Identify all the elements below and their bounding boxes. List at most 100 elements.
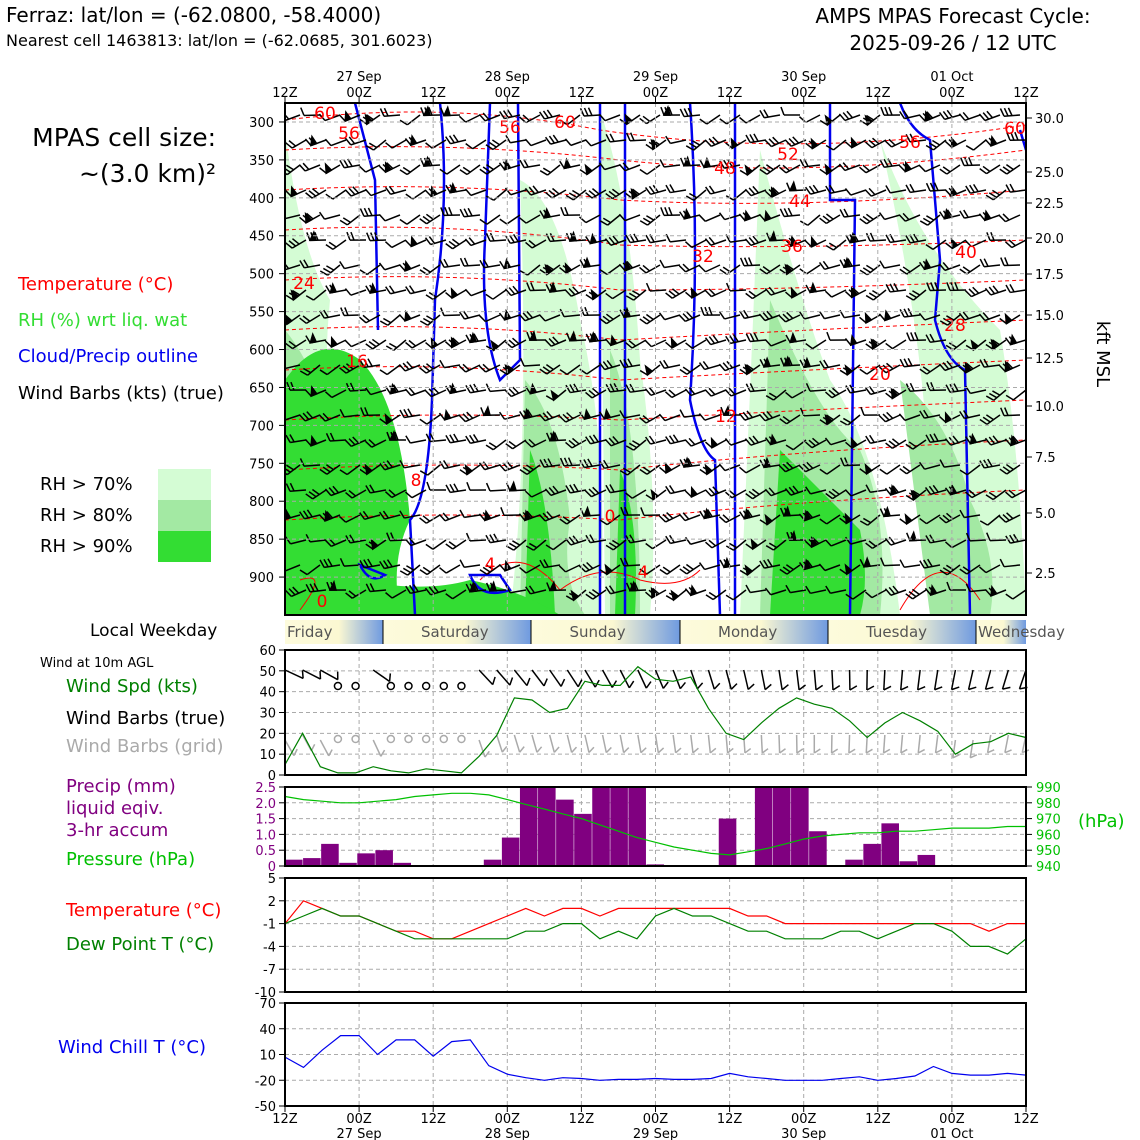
wind-barb xyxy=(779,355,801,367)
pressure-tick-label: 990 xyxy=(1036,781,1061,796)
wind-barb xyxy=(824,539,847,547)
wind-barb xyxy=(465,581,487,593)
wind-barb xyxy=(659,564,681,575)
wind-barb xyxy=(619,464,641,476)
pressure-tick-label: 300 xyxy=(249,116,274,131)
wind-barb xyxy=(519,159,541,169)
wind-barb xyxy=(704,236,727,246)
wind-barb xyxy=(679,364,701,375)
wind-barb xyxy=(905,133,927,143)
wind-barb xyxy=(766,230,787,242)
precip-y-axis: 2.52.01.51.00.50 xyxy=(255,781,285,875)
wind-barb xyxy=(358,164,381,173)
wind-barb xyxy=(759,356,781,368)
y-tick-label: 0 xyxy=(268,860,276,875)
wind-barb xyxy=(884,536,907,546)
wind-barb xyxy=(538,511,561,522)
wind-barb xyxy=(379,559,401,570)
pressure-unit-label: (hPa) xyxy=(1078,811,1125,832)
calm-circle xyxy=(439,681,449,691)
wind-barb xyxy=(918,110,941,123)
wind-barb xyxy=(959,509,981,519)
wind-barb xyxy=(519,357,541,367)
wind-barb xyxy=(524,185,547,196)
height-tick-label: 25.0 xyxy=(1035,166,1064,181)
wind-barb-true xyxy=(496,669,514,686)
wind-barb xyxy=(326,579,347,591)
wind-barb xyxy=(364,387,387,396)
wind-barb-grid xyxy=(654,734,665,754)
wind-barb xyxy=(745,538,767,551)
wind-barb xyxy=(939,314,961,326)
wind-barb xyxy=(944,185,967,198)
wind-barb xyxy=(426,481,447,491)
wind-barb-grid xyxy=(584,734,595,754)
wind-barb xyxy=(324,389,347,399)
temp-contour-label: 48 xyxy=(714,159,736,179)
temp-contour-label: 20 xyxy=(869,365,891,385)
cross-section-height-axis: 30.0 25.0 22.5 20.0 17.5 15.0 12.5 10.0 7.5 5.0 2.… xyxy=(1026,112,1064,582)
wind-barb-true xyxy=(513,669,531,687)
wind-barb xyxy=(445,589,467,600)
wind-barb xyxy=(764,339,787,347)
cross-section-wind-barbs xyxy=(285,104,1026,602)
wind-barb xyxy=(398,309,421,322)
wind-barb xyxy=(659,461,681,475)
wind-barb xyxy=(439,564,461,574)
precip-bar xyxy=(791,787,809,866)
wind-barb xyxy=(719,556,741,569)
wind-barb xyxy=(464,288,487,297)
precip-bar xyxy=(610,787,628,866)
wind-barb xyxy=(784,234,807,248)
temp-contour-label: 0 xyxy=(317,592,328,612)
wind-barb xyxy=(839,208,861,218)
wind-barb xyxy=(399,114,421,126)
wind-barb xyxy=(819,413,841,426)
temperature-dewpoint-series xyxy=(284,900,1027,955)
y-tick-label: 60 xyxy=(259,644,276,659)
wind-barb xyxy=(585,188,607,199)
calm-circle xyxy=(421,681,431,691)
wind-barb xyxy=(718,212,741,221)
bottom-tick-label: 00Z xyxy=(939,1112,965,1127)
pressure-tick-label: 960 xyxy=(1036,828,1061,843)
wind-barb xyxy=(885,438,907,449)
wind-barb xyxy=(939,459,961,468)
wind-barb-grid xyxy=(619,734,630,754)
wind-barb xyxy=(599,264,621,275)
wind-barb xyxy=(765,389,787,401)
wind-barb xyxy=(519,214,541,224)
calm-circle-grid xyxy=(351,734,360,744)
top-date-label: 30 Sep xyxy=(781,70,826,85)
wind-barb-true xyxy=(742,669,755,691)
pressure-tick-label: 450 xyxy=(249,230,274,245)
wind-barb xyxy=(744,185,767,197)
wind-barb xyxy=(724,438,747,446)
wind-barb-grid xyxy=(1021,734,1030,754)
wind-barb xyxy=(764,487,787,497)
wind-barb xyxy=(764,433,787,446)
wind-barb xyxy=(285,185,307,198)
wind-barb xyxy=(459,207,481,218)
height-tick-label: 12.5 xyxy=(1035,352,1064,367)
precip-bars xyxy=(285,787,936,866)
wind-barb xyxy=(579,256,601,269)
wind-barb xyxy=(378,161,401,174)
wind-barb xyxy=(986,532,1007,542)
wind-barb xyxy=(998,512,1021,523)
wind-barb xyxy=(559,364,581,375)
wind-barb xyxy=(665,135,687,145)
wind-barb xyxy=(759,456,781,469)
wind-barb xyxy=(605,133,627,143)
wind-barb xyxy=(864,137,887,149)
wind-barb xyxy=(319,464,341,475)
wind-barb xyxy=(379,314,401,326)
calm-circle-grid xyxy=(386,734,396,744)
wind-barb xyxy=(985,338,1007,351)
wind-barb xyxy=(899,264,921,275)
wind-barb xyxy=(619,557,641,567)
wind-barb xyxy=(478,363,501,373)
temp-contour-label: 52 xyxy=(777,145,799,165)
top-date-label: 28 Sep xyxy=(485,70,530,85)
wind-barb xyxy=(398,259,421,273)
